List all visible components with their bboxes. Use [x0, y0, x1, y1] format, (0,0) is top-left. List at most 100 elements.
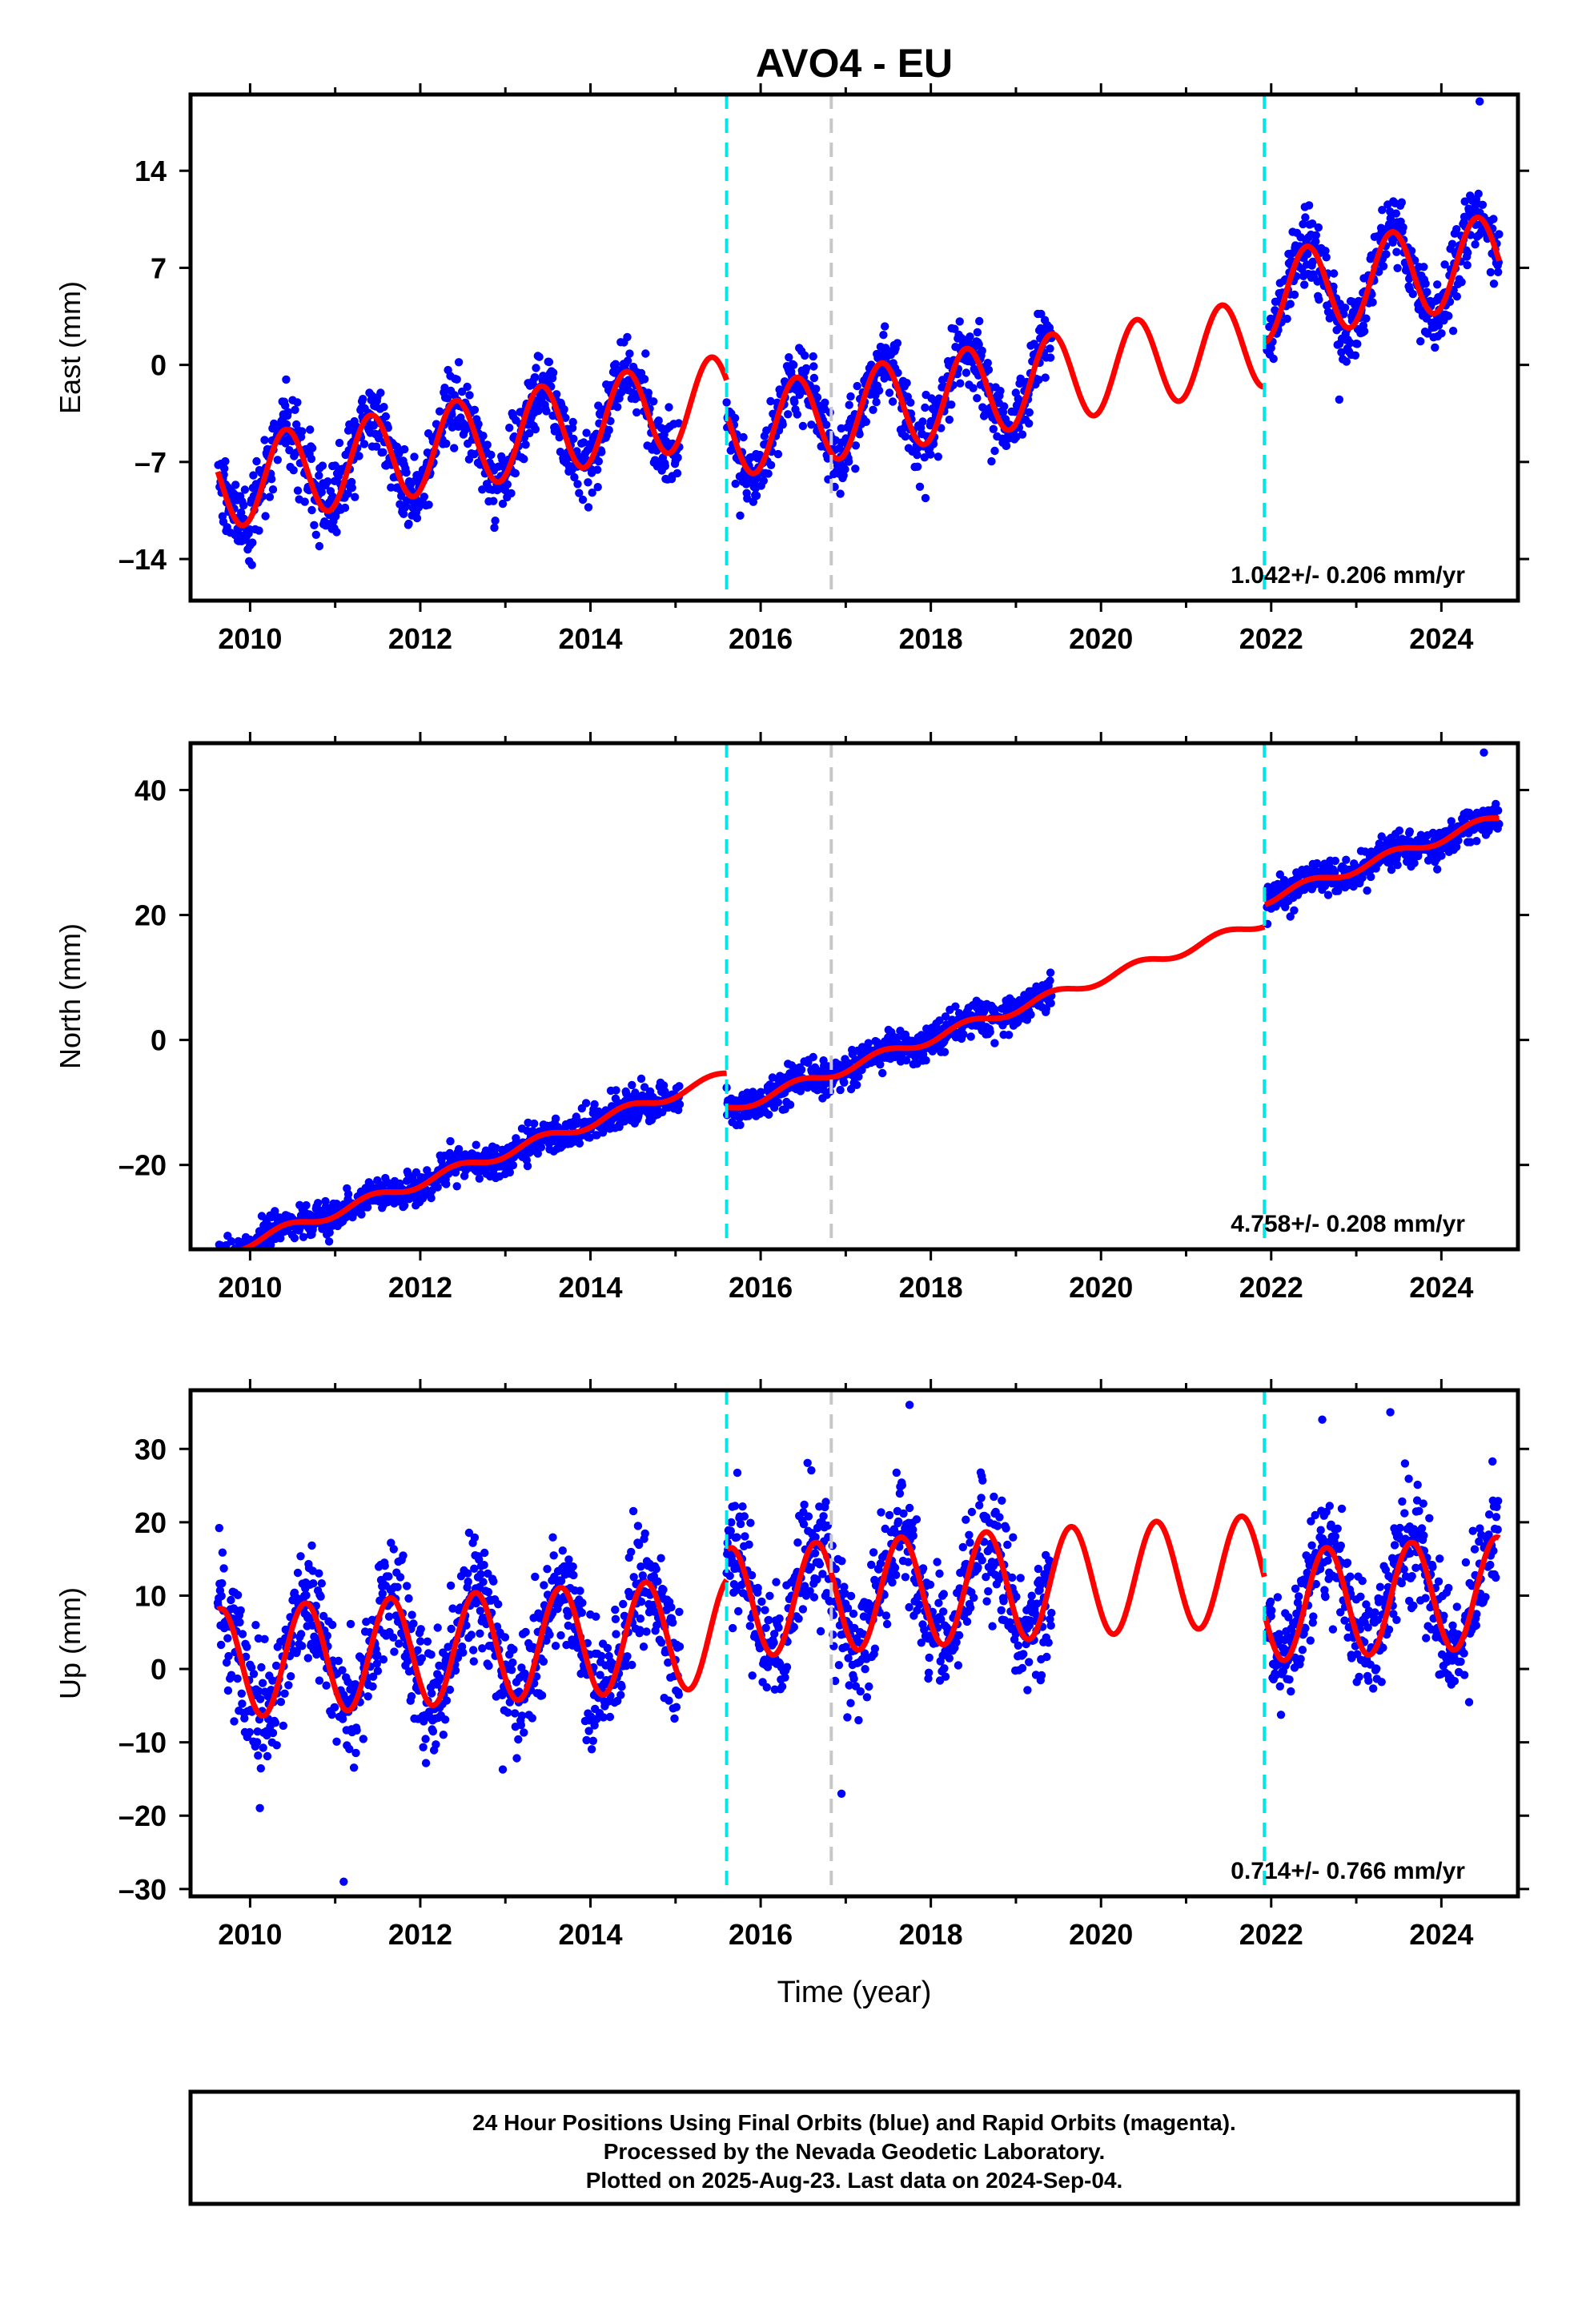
data-point	[491, 517, 500, 525]
data-point	[452, 1182, 461, 1191]
data-point	[766, 460, 776, 469]
data-point	[340, 503, 350, 513]
data-point	[300, 497, 309, 506]
data-point	[864, 1039, 873, 1047]
x-tick-label: 2022	[1239, 1271, 1303, 1304]
x-tick-label: 2024	[1409, 622, 1473, 655]
data-point	[809, 1052, 817, 1062]
data-point	[670, 1714, 679, 1723]
data-point	[983, 359, 993, 368]
data-point	[423, 1637, 432, 1646]
data-point	[1026, 1010, 1035, 1019]
chart-title: AVO4 - EU	[756, 41, 953, 86]
data-point	[457, 387, 467, 396]
data-point	[436, 1674, 444, 1683]
data-point	[1286, 300, 1295, 308]
data-point	[901, 432, 910, 441]
data-point	[568, 424, 577, 432]
data-point	[467, 1630, 476, 1639]
data-point	[400, 1201, 409, 1210]
data-point	[913, 462, 922, 471]
data-point	[261, 512, 270, 521]
data-point	[659, 1585, 668, 1594]
data-point	[888, 397, 897, 406]
data-point	[298, 1642, 307, 1651]
data-point	[400, 444, 409, 454]
data-point	[465, 391, 474, 400]
data-point	[644, 388, 652, 397]
data-point	[247, 1663, 256, 1672]
data-point	[1290, 906, 1299, 915]
data-point	[1401, 850, 1410, 859]
data-point	[443, 394, 452, 403]
data-point	[346, 1619, 355, 1629]
data-point	[408, 1610, 416, 1619]
data-point	[1002, 441, 1011, 450]
data-point	[588, 1736, 597, 1745]
data-point	[489, 497, 498, 505]
data-point	[604, 425, 613, 435]
data-point	[464, 1528, 474, 1538]
data-point	[966, 332, 974, 341]
north-y-axis-label: North (mm)	[54, 923, 86, 1069]
data-point	[260, 1634, 269, 1643]
data-point	[359, 395, 367, 404]
data-point	[962, 368, 971, 377]
data-point	[765, 1110, 773, 1120]
data-point	[1267, 344, 1275, 352]
data-point	[351, 493, 359, 501]
data-point	[505, 1168, 514, 1177]
data-point	[1342, 855, 1351, 864]
data-point	[640, 375, 649, 384]
data-point	[1391, 209, 1401, 218]
data-point	[268, 485, 278, 494]
data-point	[973, 394, 982, 403]
data-point	[1362, 314, 1371, 323]
data-point	[978, 346, 986, 356]
data-point	[363, 1203, 372, 1212]
data-point	[1454, 836, 1463, 845]
x-tick-label: 2018	[899, 622, 963, 655]
data-point	[514, 1735, 523, 1744]
data-point	[318, 461, 327, 470]
data-point	[975, 316, 984, 326]
data-point	[474, 420, 483, 428]
data-point	[252, 1738, 262, 1747]
data-point	[625, 349, 634, 358]
data-point	[334, 1656, 343, 1666]
data-point	[483, 440, 492, 449]
data-point	[1433, 865, 1442, 874]
data-point	[328, 1620, 337, 1630]
data-point	[765, 1615, 773, 1625]
data-point	[1363, 886, 1371, 895]
data-point	[1018, 430, 1027, 439]
data-point	[913, 450, 921, 460]
data-point	[315, 471, 323, 480]
data-point	[590, 1721, 599, 1730]
data-point	[851, 464, 860, 473]
data-point	[1351, 351, 1360, 360]
data-point	[296, 1630, 306, 1638]
data-point	[442, 1696, 452, 1705]
data-point	[736, 1120, 745, 1130]
data-point	[373, 1651, 382, 1659]
data-point	[520, 455, 528, 464]
data-point	[736, 1519, 745, 1529]
data-point	[1041, 373, 1050, 382]
data-point	[517, 1711, 527, 1720]
data-point	[403, 1582, 412, 1590]
data-point	[255, 1803, 264, 1812]
data-point	[243, 1642, 251, 1651]
data-point	[1323, 891, 1333, 899]
data-point	[494, 1600, 503, 1609]
data-point	[424, 501, 433, 509]
data-point	[249, 471, 258, 480]
data-point	[921, 403, 930, 412]
data-point	[536, 1143, 546, 1152]
data-point	[531, 373, 540, 382]
data-point	[343, 489, 352, 498]
data-point	[861, 417, 871, 426]
data-point	[775, 1614, 784, 1623]
data-point	[224, 1651, 233, 1661]
data-point	[507, 1666, 516, 1675]
